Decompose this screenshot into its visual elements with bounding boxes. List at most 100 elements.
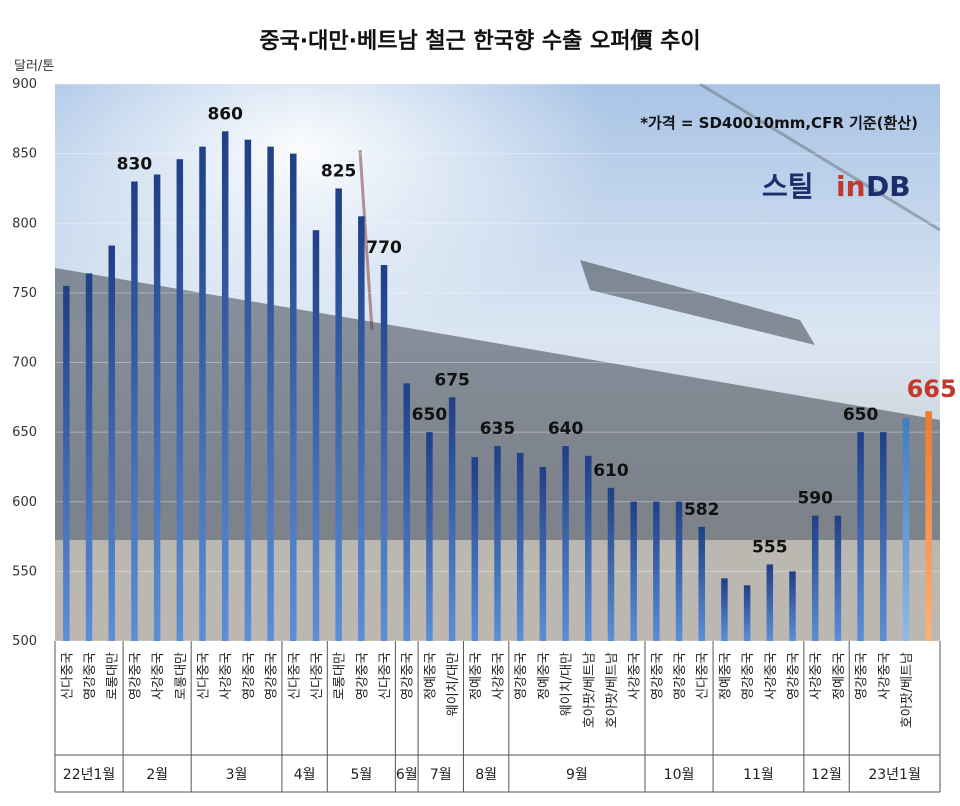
- category-label: 영강중국: [128, 652, 143, 700]
- y-tick-label: 900: [12, 77, 37, 92]
- bar: [244, 139, 252, 641]
- value-label: 665: [907, 375, 957, 403]
- value-label: 650: [412, 405, 448, 425]
- category-label: 정예중국: [537, 652, 552, 700]
- month-groups: 22년1월 2월 3월 4월 5월 6월 7월 8월 9월 10월 11월 12월 23년1월: [54, 641, 941, 793]
- category-label: 사강중국: [151, 652, 166, 700]
- y-tick-label: 850: [12, 147, 37, 162]
- category-label: 영강중국: [242, 652, 257, 700]
- bar: [448, 397, 456, 641]
- bar: [925, 411, 932, 641]
- brand-prefix: 스틸: [762, 170, 814, 203]
- category-label: 영강중국: [787, 652, 802, 700]
- y-tick-label: 750: [12, 286, 37, 301]
- value-label: 582: [684, 500, 720, 520]
- bar: [63, 285, 70, 641]
- category-label: 로롱대만: [174, 652, 189, 700]
- bar: [857, 432, 864, 641]
- bar: [834, 515, 842, 641]
- y-tick-label: 700: [12, 356, 37, 371]
- value-label: 770: [366, 238, 402, 258]
- category-label: 영강중국: [401, 652, 416, 700]
- bar: [607, 487, 615, 641]
- chart-title: 중국·대만·베트남 철근 한국향 수출 오퍼價 추이: [259, 29, 700, 54]
- category-label: 영강중국: [265, 652, 280, 700]
- brand-logo: 스틸 in DB: [762, 170, 911, 203]
- bar: [85, 273, 93, 641]
- category-label: 사강중국: [628, 652, 643, 700]
- category-label: 신다중국: [287, 652, 302, 700]
- category-label: 사강중국: [764, 652, 779, 700]
- category-label: 영강중국: [673, 652, 688, 700]
- month-label: 4월: [294, 767, 316, 783]
- category-label: 사강중국: [809, 652, 824, 700]
- month-label: 23년1월: [868, 767, 920, 783]
- bar: [766, 564, 774, 641]
- bar: [902, 418, 910, 641]
- month-label: 11월: [743, 767, 774, 783]
- bar: [585, 455, 592, 641]
- category-label: 신다중국: [378, 652, 393, 700]
- category-label: 영강중국: [741, 652, 756, 700]
- month-label: 7월: [430, 767, 452, 783]
- bar: [335, 188, 342, 641]
- category-label: 호아팟/베트남: [605, 652, 620, 728]
- category-label: 신다중국: [60, 652, 75, 700]
- month-label: 8월: [475, 767, 497, 783]
- bar: [880, 432, 887, 641]
- category-label: 웨이치/대만: [560, 652, 575, 716]
- bar: [312, 230, 320, 641]
- category-labels: 신다중국 영강중국 로롱대만 영강중국 사강중국 로롱대만 신다중국 사강중국 영강중국 영강중국…: [60, 652, 915, 728]
- category-label: 호아팟/베트남: [582, 652, 597, 728]
- value-label: 635: [480, 419, 516, 439]
- y-tick-label: 800: [12, 216, 37, 231]
- bar: [108, 245, 115, 641]
- category-label: 정예중국: [832, 652, 847, 700]
- bar: [358, 216, 365, 641]
- value-label: 830: [117, 154, 153, 174]
- bar: [290, 153, 297, 641]
- category-label: 영강중국: [83, 652, 98, 700]
- value-label: 860: [207, 104, 243, 124]
- bar: [471, 457, 479, 641]
- month-label: 3월: [226, 767, 248, 783]
- bar: [743, 585, 751, 641]
- brand-mid: in: [836, 170, 866, 203]
- month-label: 5월: [350, 767, 372, 783]
- bar: [516, 453, 524, 641]
- bar: [267, 146, 274, 641]
- value-label: 590: [797, 489, 833, 509]
- price-note: *가격 = SD40010mm,CFR 기준(환산): [640, 114, 918, 132]
- value-label: 640: [548, 419, 584, 439]
- bar: [721, 578, 728, 641]
- value-label: 610: [593, 461, 629, 481]
- category-label: 사강중국: [492, 652, 507, 700]
- bar: [789, 571, 796, 641]
- bar: [221, 131, 229, 641]
- bar: [426, 432, 433, 641]
- month-label: 12월: [811, 767, 842, 783]
- bar: [403, 383, 410, 641]
- category-label: 호아팟/베트남: [900, 652, 915, 728]
- y-tick-label: 650: [12, 425, 37, 440]
- value-label: 825: [321, 161, 357, 181]
- month-label: 10월: [664, 767, 695, 783]
- bar: [562, 446, 569, 641]
- bar: [199, 146, 206, 641]
- value-label: 675: [434, 370, 470, 390]
- y-axis-unit: 달러/톤: [14, 59, 54, 74]
- category-label: 영강중국: [514, 652, 529, 700]
- bar: [153, 174, 161, 641]
- category-label: 정예중국: [469, 652, 484, 700]
- category-label: 사강중국: [877, 652, 892, 700]
- bar: [176, 159, 184, 641]
- category-label: 신다중국: [197, 652, 212, 700]
- category-label: 정예중국: [718, 652, 733, 700]
- category-label: 신다중국: [310, 652, 325, 700]
- bar: [653, 501, 660, 641]
- bar: [539, 466, 547, 641]
- bar: [131, 181, 138, 641]
- bar: [494, 446, 501, 641]
- bar: [630, 501, 637, 641]
